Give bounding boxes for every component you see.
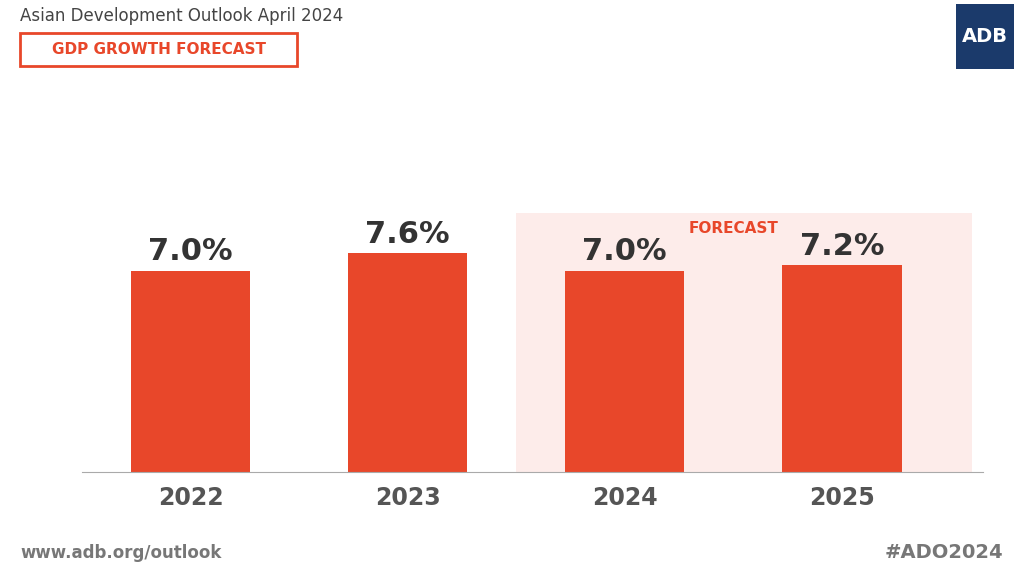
- Text: GDP GROWTH FORECAST: GDP GROWTH FORECAST: [52, 42, 265, 57]
- Bar: [565, 271, 684, 472]
- Text: 7.0%: 7.0%: [583, 237, 667, 267]
- FancyBboxPatch shape: [20, 33, 297, 66]
- Bar: [782, 265, 901, 472]
- Text: #ADO2024: #ADO2024: [885, 544, 1004, 562]
- Text: Asian Development Outlook April 2024: Asian Development Outlook April 2024: [20, 7, 344, 25]
- Text: 7.6%: 7.6%: [366, 220, 450, 249]
- Text: FORECAST: FORECAST: [688, 221, 778, 236]
- Bar: [516, 213, 972, 472]
- Text: 7.2%: 7.2%: [800, 232, 884, 260]
- Text: 7.0%: 7.0%: [148, 237, 232, 267]
- Text: www.adb.org/outlook: www.adb.org/outlook: [20, 544, 222, 562]
- FancyBboxPatch shape: [956, 4, 1014, 69]
- Bar: [348, 253, 467, 472]
- Bar: [131, 271, 250, 472]
- Text: ADB: ADB: [963, 27, 1008, 46]
- Text: India: India: [441, 85, 583, 134]
